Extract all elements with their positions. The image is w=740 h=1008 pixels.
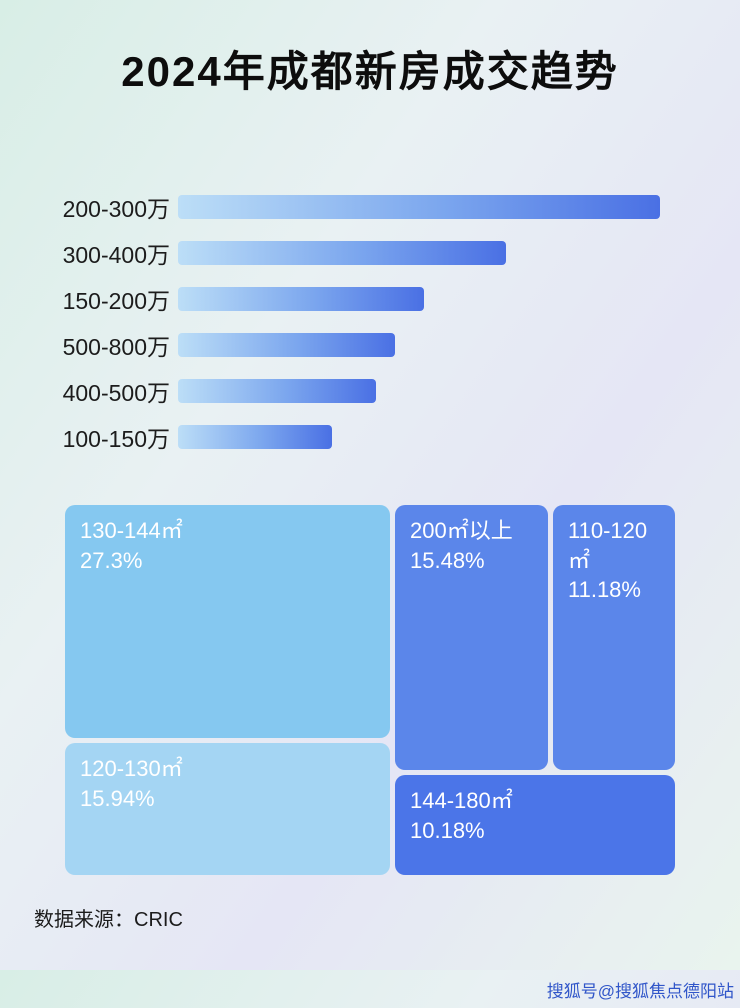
bar <box>178 379 376 403</box>
treemap-chart: 130-144㎡ 27.3% 120-130㎡ 15.94% 200㎡以上 15… <box>65 505 675 875</box>
bar-row: 150-200万 <box>0 276 740 322</box>
bar <box>178 287 424 311</box>
treemap-box-label: 144-180㎡ <box>410 788 513 813</box>
bar <box>178 333 395 357</box>
bar-category-label: 100-150万 <box>62 426 170 452</box>
treemap-box-value: 15.94% <box>80 785 155 811</box>
bar-track <box>178 379 660 403</box>
treemap-box-label: 110-120㎡ <box>568 518 648 573</box>
bar-category-label: 400-500万 <box>62 380 170 406</box>
bar-row: 100-150万 <box>0 414 740 460</box>
bar-track <box>178 287 660 311</box>
bar-category-label: 500-800万 <box>62 334 170 360</box>
bar-chart: 200-300万 300-400万 150-200万 500-800万 400-… <box>0 184 740 460</box>
treemap-box-144-180: 144-180㎡ 10.18% <box>395 775 675 875</box>
treemap-box-value: 15.48% <box>410 547 485 573</box>
bar-track <box>178 195 660 219</box>
bar <box>178 195 660 219</box>
bar <box>178 425 333 449</box>
page-title: 2024年成都新房成交趋势 <box>121 48 619 95</box>
treemap-box-110-120: 110-120㎡ 11.18% <box>553 505 675 770</box>
bar-track <box>178 333 660 357</box>
treemap-box-value: 10.18% <box>410 817 485 843</box>
watermark: 搜狐号@搜狐焦点德阳站 <box>546 982 734 1001</box>
treemap-box-label: 120-130㎡ <box>80 756 183 781</box>
bar-category-label: 200-300万 <box>62 196 170 222</box>
treemap-box-value: 27.3% <box>80 547 143 573</box>
bar-row: 500-800万 <box>0 322 740 368</box>
bar-row: 200-300万 <box>0 184 740 230</box>
bar-category-label: 300-400万 <box>62 242 170 268</box>
bar <box>178 241 506 265</box>
bar-row: 400-500万 <box>0 368 740 414</box>
data-source-label: 数据来源：CRIC <box>34 909 183 931</box>
treemap-box-200-plus: 200㎡以上 15.48% <box>395 505 548 770</box>
treemap-box-120-130: 120-130㎡ 15.94% <box>65 743 390 875</box>
treemap-box-label: 200㎡以上 <box>410 518 513 543</box>
bar-category-label: 150-200万 <box>62 288 170 314</box>
treemap-box-130-144: 130-144㎡ 27.3% <box>65 505 390 738</box>
treemap-box-value: 11.18% <box>568 577 641 603</box>
bar-track <box>178 425 660 449</box>
bar-row: 300-400万 <box>0 230 740 276</box>
bar-track <box>178 241 660 265</box>
treemap-box-label: 130-144㎡ <box>80 518 183 543</box>
infographic-page: { "page": { "title": "2024年成都新房成交趋势", "s… <box>0 38 740 1008</box>
